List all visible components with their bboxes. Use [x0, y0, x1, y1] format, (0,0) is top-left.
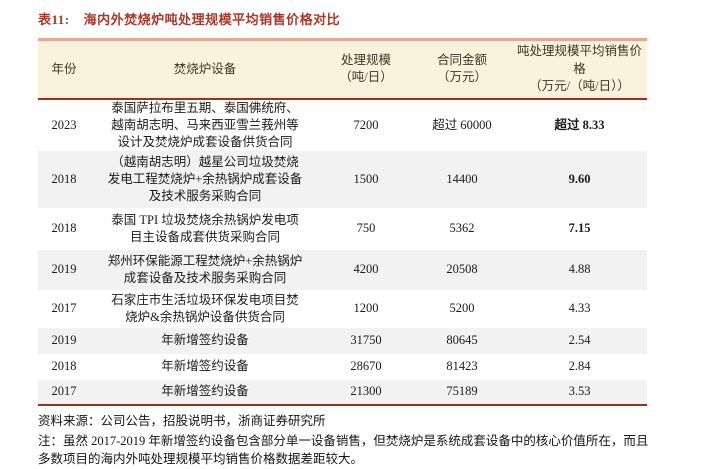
table-row: 2017 石家庄市生活垃圾环保发电项目焚 烧炉&余热锅炉设备供货合同 1200 … — [38, 290, 647, 328]
cell-scale: 1200 — [353, 301, 379, 315]
table-body: 2023 泰国萨拉布里五期、泰国佛统府、 越南胡志明、马来西亚雪兰莪州等 设计及… — [38, 99, 647, 405]
cell-equipment: 年新增签约设备 — [161, 359, 249, 373]
cell-amount: 20508 — [446, 262, 478, 276]
table-title-text: 海内外焚烧炉吨处理规模平均销售价格对比 — [83, 12, 341, 27]
cell-amount: 75189 — [446, 384, 478, 398]
cell-year: 2019 — [51, 333, 77, 347]
table-footer: 资料来源：公司公告，招股说明书，浙商证券研究所 注：虽然 2017-2019 年… — [38, 413, 703, 469]
col-header-equipment: 焚烧炉设备 — [173, 61, 237, 76]
cell-price: 2.84 — [568, 359, 591, 373]
table-row: 2018 泰国 TPI 垃圾焚烧余热锅炉发电项 目主设备成套供货采购合同 750… — [38, 208, 647, 250]
cell-year: 2019 — [51, 262, 77, 276]
cell-scale: 7200 — [353, 117, 379, 132]
cell-year: 2018 — [51, 221, 77, 235]
cell-equipment: 年新增签约设备 — [161, 333, 249, 347]
cell-scale: 28670 — [350, 359, 382, 373]
cell-scale: 4200 — [353, 262, 379, 276]
table-number-label: 表11: — [38, 12, 70, 27]
cell-price: 2.54 — [568, 333, 591, 347]
cell-scale: 21300 — [350, 384, 382, 398]
cell-scale: 31750 — [350, 333, 382, 347]
cell-amount: 5200 — [449, 301, 475, 315]
table-row: 2019 郑州环保能源工程焚烧炉+余热锅炉 成套设备及技术服务采购合同 4200… — [38, 249, 647, 290]
cell-equipment: （越南胡志明）越星公司垃圾焚烧 发电工程焚烧炉+余热锅炉成套设备 及技术服务采购… — [107, 154, 303, 203]
table-header: 年份 焚烧炉设备 处理规模 （吨/日） 合同金额 （万元） 吨处理规模平均销售价… — [38, 39, 647, 99]
price-comparison-table: 年份 焚烧炉设备 处理规模 （吨/日） 合同金额 （万元） 吨处理规模平均销售价… — [38, 38, 647, 406]
cell-price: 9.60 — [568, 171, 591, 186]
cell-equipment: 泰国萨拉布里五期、泰国佛统府、 越南胡志明、马来西亚雪兰莪州等 设计及焚烧炉成套… — [111, 100, 299, 149]
table-title: 表11: 海内外焚烧炉吨处理规模平均销售价格对比 — [38, 9, 710, 28]
col-header-price: 吨处理规模平均销售价格 （万元/（吨/日）） — [516, 44, 642, 93]
cell-price: 超过 8.33 — [554, 117, 605, 132]
cell-amount: 80645 — [446, 333, 478, 347]
header-row: 年份 焚烧炉设备 处理规模 （吨/日） 合同金额 （万元） 吨处理规模平均销售价… — [38, 39, 647, 99]
source-note: 资料来源：公司公告，招股说明书，浙商证券研究所 — [38, 413, 326, 428]
cell-scale: 750 — [356, 221, 376, 235]
cell-amount: 超过 60000 — [432, 117, 492, 132]
table-row: 2018 年新增签约设备 28670 81423 2.84 — [38, 354, 647, 380]
cell-scale: 1500 — [353, 171, 379, 186]
col-header-year: 年份 — [51, 61, 77, 76]
cell-price: 3.53 — [568, 384, 591, 398]
cell-amount: 14400 — [446, 171, 478, 186]
table-row: 2023 泰国萨拉布里五期、泰国佛统府、 越南胡志明、马来西亚雪兰莪州等 设计及… — [38, 99, 647, 151]
cell-year: 2023 — [51, 117, 77, 132]
cell-year: 2018 — [51, 171, 77, 186]
cell-year: 2018 — [51, 359, 77, 373]
cell-amount: 81423 — [446, 359, 478, 373]
cell-equipment: 年新增签约设备 — [161, 384, 249, 398]
cell-equipment: 泰国 TPI 垃圾焚烧余热锅炉发电项 目主设备成套供货采购合同 — [111, 212, 299, 244]
table-row: 2018 （越南胡志明）越星公司垃圾焚烧 发电工程焚烧炉+余热锅炉成套设备 及技… — [38, 150, 647, 208]
cell-equipment: 石家庄市生活垃圾环保发电项目焚 烧炉&余热锅炉设备供货合同 — [111, 292, 299, 324]
cell-price: 4.33 — [568, 301, 591, 315]
col-header-amount: 合同金额 （万元） — [436, 52, 487, 85]
table-row: 2019 年新增签约设备 31750 80645 2.54 — [38, 327, 647, 354]
cell-amount: 5362 — [449, 221, 475, 235]
footnote: 注：虽然 2017-2019 年新增签约设备包含部分单一设备销售，但焚烧炉是系统… — [38, 434, 649, 466]
cell-year: 2017 — [51, 384, 77, 398]
table-row: 2017 年新增签约设备 21300 75189 3.53 — [38, 379, 647, 405]
cell-year: 2017 — [51, 301, 77, 315]
cell-price: 4.88 — [568, 262, 591, 276]
cell-price: 7.15 — [568, 221, 591, 235]
col-header-scale: 处理规模 （吨/日） — [339, 52, 393, 85]
cell-equipment: 郑州环保能源工程焚烧炉+余热锅炉 成套设备及技术服务采购合同 — [107, 253, 303, 285]
